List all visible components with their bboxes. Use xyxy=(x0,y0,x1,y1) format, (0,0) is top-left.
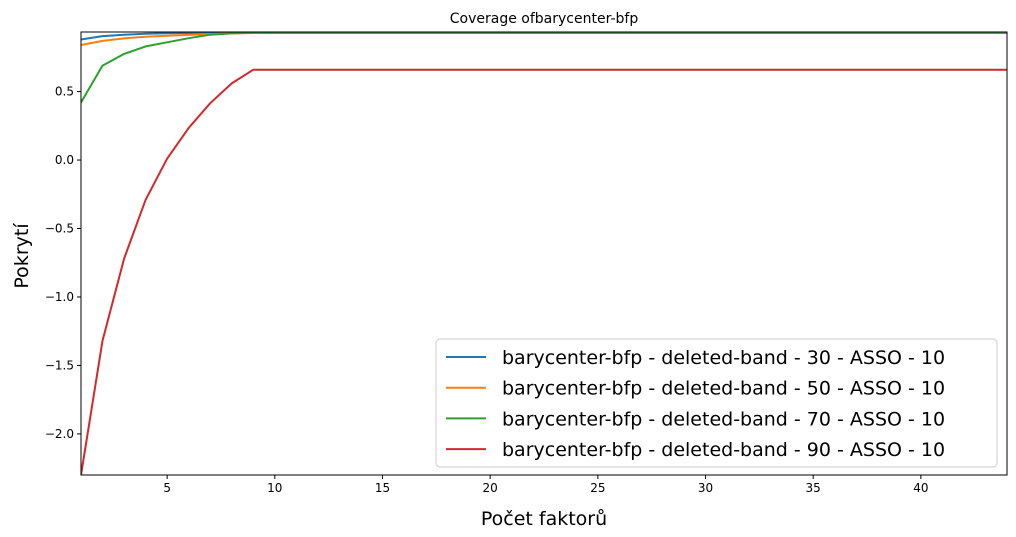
y-tick-label: 0.0 xyxy=(55,153,74,167)
x-tick-label: 20 xyxy=(483,481,498,495)
x-tick-label: 40 xyxy=(913,481,928,495)
x-axis-label: Počet faktorů xyxy=(481,508,607,530)
legend-box xyxy=(435,338,998,468)
y-axis-label: Pokrytí xyxy=(11,223,33,289)
x-tick-label: 5 xyxy=(163,481,171,495)
plot-area: 5 10 15 20 25 30 35 40 −2.0 −1.5 −1.0 −0.5 0.0 0.5 xyxy=(45,31,1008,495)
y-tick-label: −2.0 xyxy=(45,427,74,441)
x-tick-label: 10 xyxy=(267,481,282,495)
x-tick-label: 15 xyxy=(375,481,390,495)
x-tick-label: 30 xyxy=(698,481,713,495)
chart-title: Coverage ofbarycenter-bfp xyxy=(450,11,639,27)
legend-label-3: barycenter-bfp - deleted-band - 70 - ASS… xyxy=(502,408,945,430)
y-tick-label: −1.5 xyxy=(45,358,74,372)
y-tick-label: 0.5 xyxy=(55,85,74,99)
series-line-3 xyxy=(81,32,1007,104)
x-tick-label: 35 xyxy=(806,481,821,495)
legend-label-1: barycenter-bfp - deleted-band - 30 - ASS… xyxy=(502,347,945,369)
y-tick-label: −1.0 xyxy=(45,290,74,304)
x-tick-label: 25 xyxy=(590,481,605,495)
legend: barycenter-bfp - deleted-band - 30 - ASS… xyxy=(435,338,998,468)
legend-label-4: barycenter-bfp - deleted-band - 90 - ASS… xyxy=(502,439,945,461)
plot-frame xyxy=(80,31,1008,476)
y-tick-label: −0.5 xyxy=(45,222,74,236)
legend-label-2: barycenter-bfp - deleted-band - 50 - ASS… xyxy=(502,378,945,400)
series-line-4 xyxy=(81,68,1007,475)
